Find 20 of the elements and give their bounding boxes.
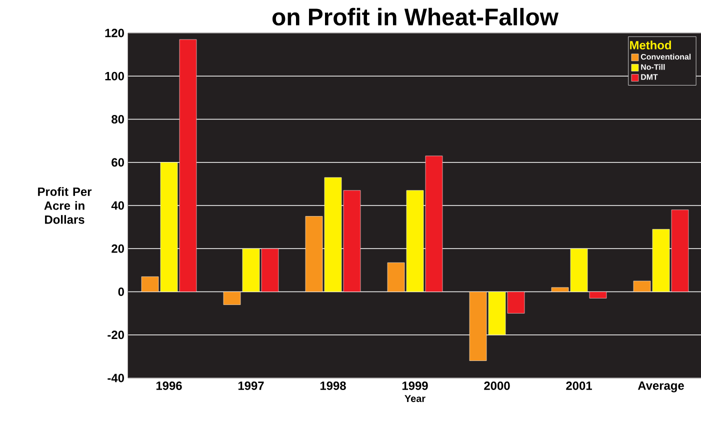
x-tick-label: 1998 (320, 382, 346, 390)
x-tick-label: 1996 (156, 382, 182, 390)
y-tick-label: 20 (112, 244, 124, 253)
y-axis-title: Profit Per Acre in Dollars (38, 187, 92, 224)
x-tick-label: 1997 (238, 382, 264, 390)
x-tick-label: Average (638, 382, 684, 392)
chart-title: on Profit in Wheat-Fallow (272, 8, 559, 26)
x-tick-label: 1999 (402, 382, 428, 390)
y-tick-label: 0 (118, 288, 124, 296)
y-tick-label: 80 (112, 115, 124, 124)
y-tick-label: -20 (108, 330, 124, 340)
y-tick-label: -40 (108, 374, 124, 382)
y-tick-label: 120 (105, 28, 124, 38)
x-tick-label: 2001 (566, 382, 592, 390)
y-tick-label: 40 (111, 201, 124, 210)
x-tick-label: 2000 (484, 382, 510, 390)
y-tick-label: 60 (112, 158, 124, 167)
y-tick-label: 100 (105, 72, 124, 80)
legend-title: Method (630, 40, 671, 50)
x-axis-title: Year (404, 395, 426, 402)
